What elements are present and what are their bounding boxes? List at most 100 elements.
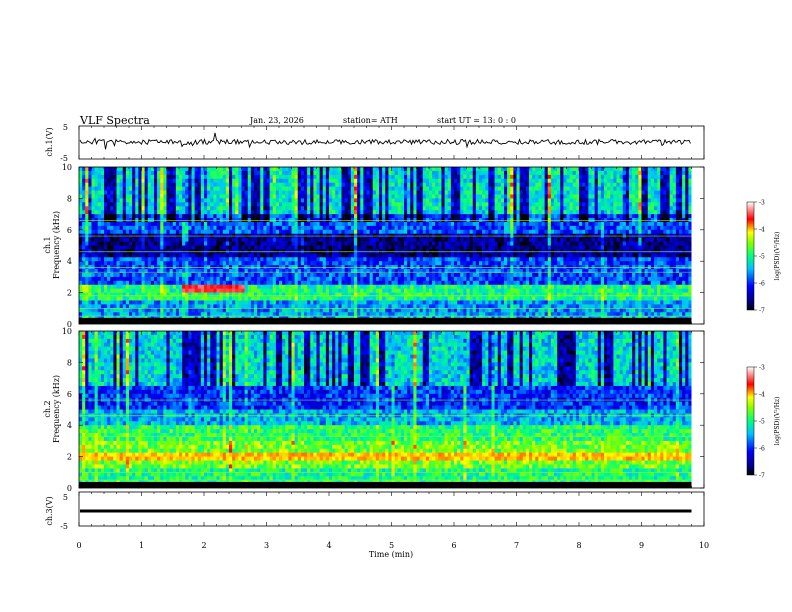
spectrogram-cell <box>141 245 145 250</box>
spectrogram-cell <box>291 194 295 199</box>
spectrogram-cell <box>163 225 167 231</box>
spectrogram-cell <box>385 237 389 242</box>
spectrogram-cell <box>91 178 95 183</box>
spectrogram-cell <box>194 284 199 289</box>
spectrogram-cell <box>441 210 445 215</box>
spectrogram-cell <box>204 225 208 231</box>
spectrogram-cell <box>235 206 239 211</box>
spectrogram-cell <box>132 241 136 246</box>
spectrogram-cell <box>288 190 292 195</box>
spectrogram-cell <box>397 308 402 313</box>
spectrogram-cell <box>385 288 389 293</box>
spectrogram-cell <box>329 276 333 282</box>
spectrogram-cell <box>291 245 295 250</box>
spectrogram-cell <box>338 221 342 227</box>
spectrogram-cell <box>100 300 105 305</box>
spectrogram-cell <box>404 237 408 242</box>
spectrogram-cell <box>354 241 358 246</box>
spectrogram-cell <box>454 225 458 231</box>
spectrogram-cell <box>97 292 102 297</box>
spectrogram-cell <box>129 167 133 172</box>
spectrogram-cell <box>385 253 389 258</box>
spectrogram-cell <box>172 257 177 262</box>
spectrogram-cell <box>207 296 211 301</box>
spectrogram-cell <box>385 312 389 317</box>
spectrogram-cell <box>160 280 164 286</box>
spectrogram-cell <box>132 167 136 172</box>
spectrogram-cell <box>88 198 92 203</box>
spectrogram-cell <box>288 284 292 289</box>
spectrogram-cell <box>444 296 449 301</box>
spectrogram-cell <box>429 261 433 266</box>
spectrogram-cell <box>441 292 445 297</box>
spectrogram-cell <box>94 241 99 246</box>
spectrogram-cell <box>422 194 427 199</box>
spectrogram-cell <box>329 241 333 246</box>
spectrogram-cell <box>210 237 214 242</box>
spectrogram-cell <box>135 221 139 227</box>
spectrogram-cell <box>279 292 283 297</box>
spectrogram-cell <box>122 261 127 266</box>
spectrogram-cell <box>316 312 320 317</box>
spectrogram-cell <box>269 288 274 293</box>
spectrogram-cell <box>454 206 458 211</box>
spectrogram-cell <box>397 312 402 317</box>
spectrogram-cell <box>85 237 89 242</box>
spectrogram-cell <box>341 210 345 215</box>
spectrogram-cell <box>82 186 86 191</box>
spectrogram-cell <box>172 194 177 199</box>
spectrogram-cell <box>141 312 145 317</box>
spectrogram-cell <box>191 292 195 297</box>
spectrogram-cell <box>216 284 220 289</box>
spectrogram-cell <box>250 202 255 207</box>
spectrogram-cell <box>179 210 183 215</box>
spectrogram-cell <box>357 206 361 211</box>
spectrogram-cell <box>97 237 102 242</box>
spectrogram-cell <box>429 182 433 187</box>
spectrogram-cell <box>425 229 430 235</box>
spectrogram-cell <box>188 229 192 235</box>
spectrogram-cell <box>179 182 183 187</box>
spectrogram-cell <box>335 186 339 191</box>
spectrogram-cell <box>182 182 186 187</box>
spectrogram-cell <box>132 245 136 250</box>
spectrogram-cell <box>429 280 433 286</box>
spectrogram-cell <box>197 288 202 293</box>
spectrogram-cell <box>185 194 189 199</box>
spectrogram-cell <box>272 174 277 180</box>
spectrogram-cell <box>363 257 367 262</box>
spectrogram-cell <box>166 241 170 246</box>
spectrogram-cell <box>375 170 380 176</box>
spectrogram-cell <box>410 170 414 176</box>
spectrogram-cell <box>107 312 111 317</box>
spectrogram-cell <box>241 206 245 211</box>
spectrogram-cell <box>394 225 399 231</box>
spectrogram-cell <box>257 292 261 297</box>
spectrogram-cell <box>422 288 427 293</box>
spectrogram-cell <box>325 167 330 172</box>
spectrogram-cell <box>307 170 311 176</box>
spectrogram-cell <box>163 194 167 199</box>
spectrogram-cell <box>110 237 114 242</box>
spectrogram-cell <box>272 202 277 207</box>
spectrogram-cell <box>166 174 170 180</box>
spectrogram-cell <box>341 198 345 203</box>
spectrogram-cell <box>372 269 377 274</box>
spectrogram-cell <box>219 167 224 172</box>
spectrogram-cell <box>285 276 289 282</box>
spectrogram-cell <box>100 225 105 231</box>
spectrogram-cell <box>397 214 402 219</box>
spectrogram-cell <box>454 214 458 219</box>
spectrogram-cell <box>413 284 417 289</box>
spectrogram-cell <box>379 221 383 227</box>
spectrogram-cell <box>410 194 414 199</box>
spectrogram-cell <box>410 190 414 195</box>
spectrogram-cell <box>294 272 299 278</box>
spectrogram-cell <box>154 312 158 317</box>
spectrogram-cell <box>260 300 264 305</box>
spectrogram-cell <box>141 198 145 203</box>
spectrogram-cell <box>219 190 224 195</box>
spectrogram-cell <box>257 308 261 313</box>
spectrogram-cell <box>175 312 180 317</box>
spectrogram-cell <box>419 276 424 282</box>
